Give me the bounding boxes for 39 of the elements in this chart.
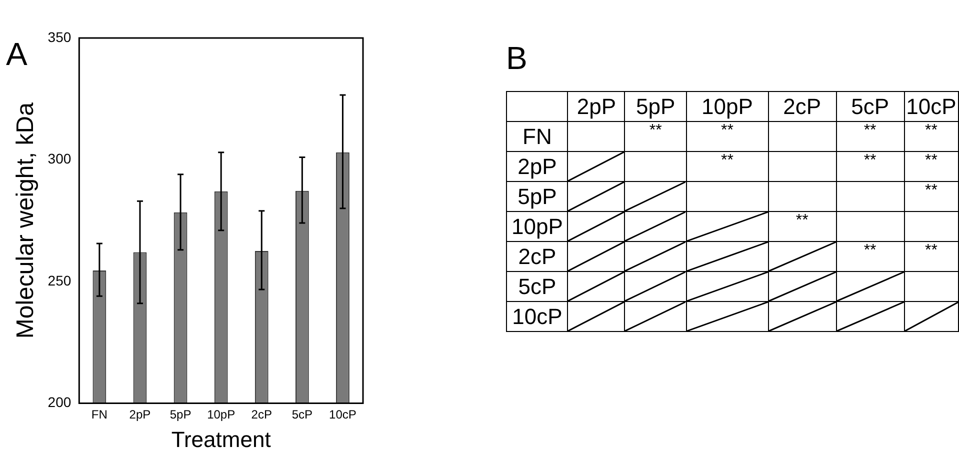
text: ** <box>720 152 734 169</box>
category-label: 5pP <box>518 184 557 208</box>
x-tick-label: 10pP <box>207 408 236 422</box>
category-label: 10pP <box>512 214 563 238</box>
text: B <box>506 40 528 77</box>
text: ** <box>649 122 662 139</box>
category-label: 2pP <box>568 92 625 122</box>
text: ** <box>796 212 808 229</box>
category-label: 5pP <box>624 92 686 122</box>
x-tick-label: 5cP <box>292 408 313 422</box>
category-label: 5cP <box>518 274 556 298</box>
text: ** <box>925 242 938 259</box>
x-tick-label: 2cP <box>251 408 272 422</box>
chart-title: A <box>6 36 28 73</box>
text: ** <box>925 182 938 199</box>
y-tick-label: 300 <box>48 150 72 167</box>
text: ** <box>864 122 876 139</box>
y-tick-label: 250 <box>48 272 72 288</box>
text: ** <box>864 152 876 169</box>
y-axis-title: Molecular weight, kDa <box>12 102 40 339</box>
category-label: 10cP <box>512 304 562 328</box>
y-tick-label: 350 <box>48 28 72 45</box>
x-tick-label: FN <box>91 408 108 422</box>
category-label: 2cP <box>518 244 556 268</box>
category-label: 5cP <box>836 92 904 122</box>
x-axis-title: Treatment <box>171 426 271 452</box>
y-tick-label: 200 <box>48 394 72 410</box>
category-label: 10cP <box>904 92 958 122</box>
category-label: FN <box>522 124 552 148</box>
x-tick-label: 5pP <box>170 408 192 422</box>
category-label: 2pP <box>518 154 557 178</box>
text: ** <box>925 152 938 169</box>
text: ** <box>864 242 876 259</box>
x-tick-label: 10cP <box>329 408 356 422</box>
x-tick-label: 2pP <box>129 408 151 422</box>
category-label: 10pP <box>686 92 768 122</box>
text: ** <box>720 122 734 139</box>
text: ** <box>925 122 938 139</box>
category-label: 2cP <box>768 92 836 122</box>
